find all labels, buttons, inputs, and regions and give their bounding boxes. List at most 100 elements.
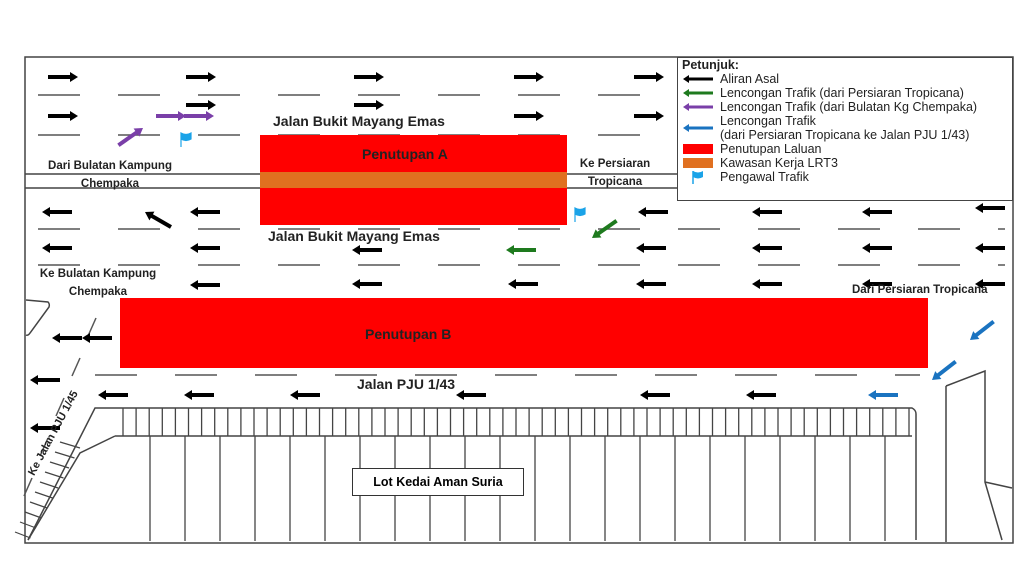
red-box-icon	[682, 144, 714, 154]
diversion-arrow-pju143	[932, 359, 957, 380]
flag-icon	[682, 170, 714, 184]
original-flow-arrow	[752, 279, 782, 289]
ramp-divider	[23, 477, 33, 497]
to-chempaka-line2: Chempaka	[68, 286, 128, 298]
hatch-line	[54, 451, 75, 459]
from-chempaka-label: Dari Bulatan Kampung Chempaka	[40, 157, 180, 193]
blue-arrow-icon	[682, 124, 714, 132]
original-flow-arrow	[746, 390, 776, 400]
diversion-arrow-tropicana	[506, 245, 536, 255]
legend-item: Pengawal Trafik	[678, 170, 1012, 184]
traffic-marshal-flag-icon	[180, 131, 192, 147]
original-flow-arrow	[862, 207, 892, 217]
closure-b	[120, 298, 928, 368]
diversion-arrow-tropicana	[592, 219, 618, 238]
legend-item: Penutupan Laluan	[678, 142, 1012, 156]
original-flow-arrow	[862, 279, 892, 289]
legend-label: Lencongan Trafik (dari Persiaran Tropican…	[720, 114, 969, 142]
from-chempaka-line2: Chempaka	[80, 178, 140, 190]
legend-label-line1: Lencongan Trafik	[720, 114, 816, 128]
legend-label: Kawasan Kerja LRT3	[720, 156, 838, 170]
to-tropicana-label: Ke Persiaran Tropicana	[565, 155, 665, 191]
original-flow-arrow	[190, 207, 220, 217]
original-flow-arrow	[636, 279, 666, 289]
from-tropicana-label: Dari Persiaran Tropicana	[852, 284, 988, 296]
closure-a-label: Penutupan A	[362, 146, 448, 162]
ramp-divider	[87, 317, 97, 337]
legend-item: Lencongan Trafik (dari Bulatan Kg Chempa…	[678, 100, 1012, 114]
diversion-arrow-chempaka	[184, 111, 214, 121]
right-building	[945, 369, 1013, 542]
original-flow-arrow	[48, 111, 78, 121]
hatch-line	[19, 521, 37, 529]
original-flow-arrow	[42, 207, 72, 217]
legend-title: Petunjuk:	[682, 58, 739, 72]
ramp-divider	[55, 397, 65, 417]
green-arrow-icon	[682, 89, 714, 97]
lrt3-work-zone	[260, 172, 567, 188]
original-flow-arrow	[98, 390, 128, 400]
original-flow-arrow	[48, 72, 78, 82]
original-flow-arrow	[184, 390, 214, 400]
original-flow-arrow	[456, 390, 486, 400]
original-flow-arrow	[508, 279, 538, 289]
shop-lot-inner	[27, 435, 912, 541]
original-flow-arrow	[145, 211, 172, 229]
shop-lot-label: Lot Kedai Aman Suria	[352, 468, 524, 496]
hatch-line	[44, 471, 64, 479]
to-chempaka-line1: Ke Bulatan Kampung	[39, 268, 157, 280]
legend-label: Lencongan Trafik (dari Bulatan Kg Chempa…	[720, 100, 978, 114]
original-flow-arrow	[190, 280, 220, 290]
legend-label: Pengawal Trafik	[720, 170, 809, 184]
legend-label-line2: (dari Persiaran Tropicana ke Jalan PJU 1…	[720, 128, 970, 142]
hatch-line	[34, 491, 53, 499]
hatch-line	[39, 481, 59, 489]
traffic-island	[25, 299, 51, 336]
ramp-divider	[39, 437, 49, 457]
original-flow-arrow	[30, 423, 60, 433]
original-flow-arrow	[634, 111, 664, 121]
original-flow-arrow	[752, 243, 782, 253]
ramp-divider	[71, 357, 81, 377]
to-tropicana-line2: Tropicana	[587, 176, 643, 188]
closure-b-label: Penutupan B	[365, 326, 452, 342]
to-chempaka-label: Ke Bulatan Kampung Chempaka	[28, 265, 168, 301]
legend-item: Lencongan Trafik (dari Persiaran Tropican…	[678, 114, 1012, 142]
legend-item: Lencongan Trafik (dari Persiaran Tropica…	[678, 86, 1012, 100]
original-flow-arrow	[752, 207, 782, 217]
original-flow-arrow	[638, 207, 668, 217]
legend-item: Aliran Asal	[678, 72, 1012, 86]
black-arrow-icon	[682, 75, 714, 83]
orange-box-icon	[682, 158, 714, 168]
original-flow-arrow	[354, 72, 384, 82]
original-flow-arrow	[352, 279, 382, 289]
to-tropicana-line1: Ke Persiaran	[579, 158, 651, 170]
original-flow-arrow	[352, 245, 382, 255]
diversion-arrow-chempaka	[117, 128, 143, 147]
legend-label: Lencongan Trafik (dari Persiaran Tropica…	[720, 86, 964, 100]
original-flow-arrow	[640, 390, 670, 400]
hatch-line	[24, 511, 42, 519]
original-flow-arrow	[30, 375, 60, 385]
legend-label: Penutupan Laluan	[720, 142, 822, 156]
original-flow-arrow	[975, 203, 1005, 213]
original-flow-arrow	[186, 100, 216, 110]
original-flow-arrow	[634, 72, 664, 82]
purple-arrow-icon	[682, 103, 714, 111]
diversion-arrow-pju143	[970, 319, 995, 340]
road-label-lower: Jalan Bukit Mayang Emas	[268, 228, 440, 244]
original-flow-arrow	[82, 333, 112, 343]
legend-item: Kawasan Kerja LRT3	[678, 156, 1012, 170]
original-flow-arrow	[290, 390, 320, 400]
original-flow-arrow	[354, 100, 384, 110]
traffic-marshal-flag-icon	[574, 206, 586, 222]
road-label-pju143: Jalan PJU 1/43	[357, 376, 456, 392]
original-flow-arrow	[862, 243, 892, 253]
diversion-arrow-pju143	[868, 390, 898, 400]
original-flow-arrow	[514, 111, 544, 121]
hatch-line	[59, 441, 81, 449]
hatch-line	[49, 461, 70, 469]
shop-lot-outline	[27, 407, 917, 541]
original-flow-arrow	[636, 243, 666, 253]
diversion-arrow-chempaka	[156, 111, 186, 121]
